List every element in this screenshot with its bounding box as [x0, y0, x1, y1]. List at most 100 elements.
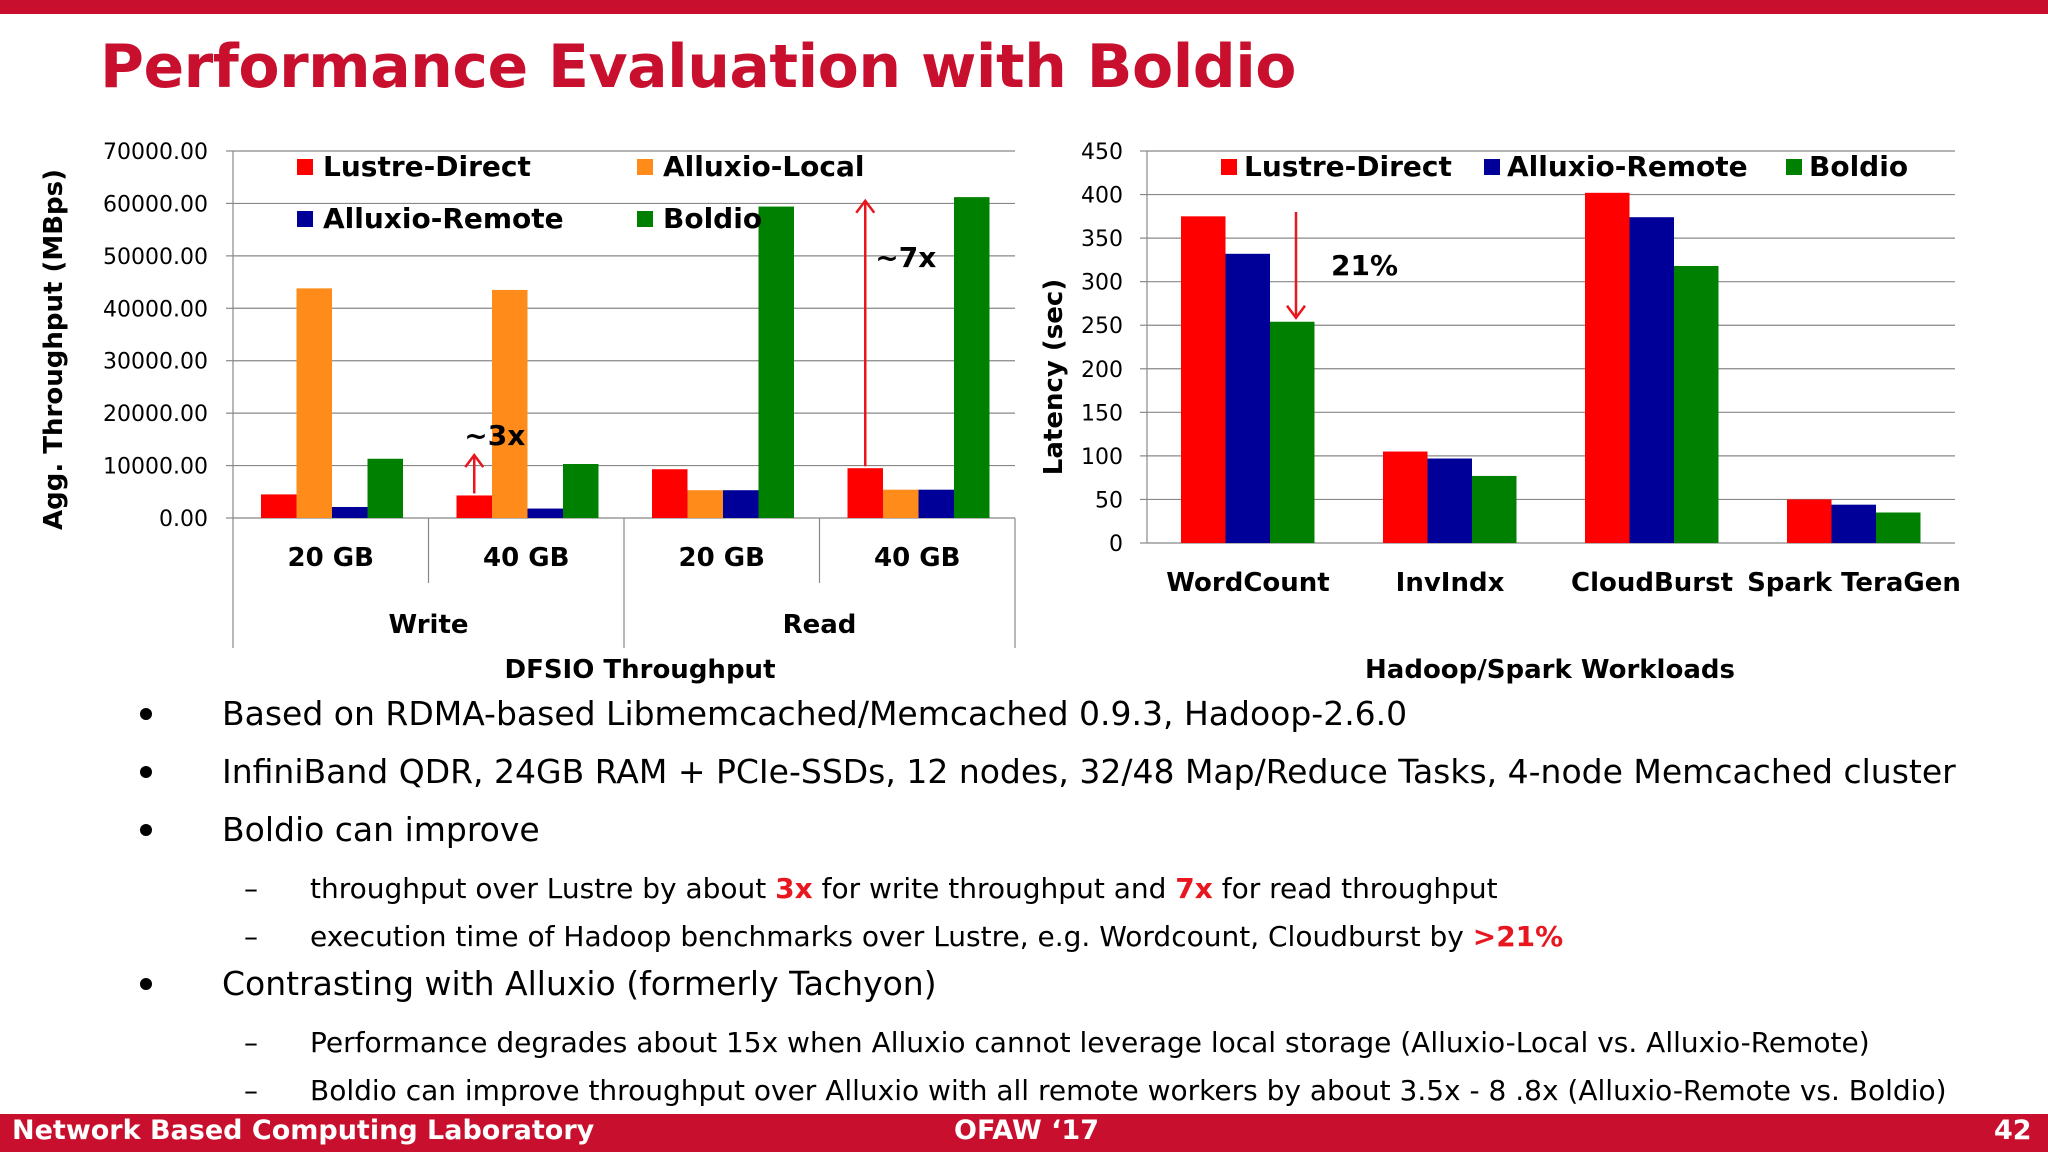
- sub-bullet-text: Performance degrades about 15x when Allu…: [310, 1026, 1870, 1059]
- bar-alluxio-local: [296, 288, 332, 518]
- x-category-label: CloudBurst: [1571, 568, 1733, 598]
- legend-swatch: [297, 211, 313, 227]
- annotation-label: ~3x: [464, 419, 525, 452]
- highlight-3x: 3x: [775, 872, 813, 905]
- bar-alluxio-remote: [1225, 253, 1270, 543]
- y-tick-label: 10000.00: [103, 455, 208, 480]
- legend-swatch: [637, 211, 653, 227]
- x-category-label: 40 GB: [874, 543, 960, 573]
- bar-boldio: [954, 197, 990, 518]
- legend-label: Boldio: [1809, 150, 1908, 183]
- bar-lustre-direct: [1383, 451, 1428, 543]
- legend-label: Alluxio-Remote: [1507, 150, 1748, 183]
- bullet-item: Boldio can improve: [140, 810, 2020, 874]
- sub-bullet-text: throughput over Lustre by about 3x for w…: [310, 872, 1498, 905]
- bar-alluxio-remote: [1831, 504, 1876, 543]
- sub-bullet-item: – execution time of Hadoop benchmarks ov…: [140, 920, 2020, 970]
- y-tick-label: 200: [1081, 358, 1123, 383]
- sub-bullet-text: execution time of Hadoop benchmarks over…: [310, 920, 1564, 953]
- dfsio-throughput-chart: 0.00 10000.00 20000.00 30000.00 40000.00 5000…: [39, 140, 1016, 685]
- sub-bullet-dash: –: [244, 1026, 258, 1059]
- chart-title: DFSIO Throughput: [504, 655, 775, 685]
- y-tick-label: 400: [1081, 184, 1123, 209]
- sub-bullet-dash: –: [244, 872, 258, 905]
- highlight-21pct: >21%: [1472, 920, 1564, 953]
- sub-bullet-text: Boldio can improve throughput over Allux…: [310, 1074, 1947, 1107]
- chart-title: Hadoop/Spark Workloads: [1365, 655, 1735, 685]
- legend-label: Alluxio-Local: [663, 150, 864, 183]
- legend-swatch: [1786, 159, 1802, 175]
- sub-bullet-dash: –: [244, 920, 258, 953]
- bar-lustre-direct: [847, 468, 883, 518]
- bar-boldio: [1270, 321, 1315, 543]
- x-category-label: WordCount: [1166, 568, 1329, 598]
- top-accent-bar: [0, 0, 2048, 14]
- y-tick-label: 60000.00: [103, 192, 208, 217]
- bullet-item: Contrasting with Alluxio (formerly Tachy…: [140, 964, 2020, 1028]
- bullet-text: Boldio can improve: [222, 810, 540, 849]
- legend-label: Lustre-Direct: [1244, 150, 1452, 183]
- bar-alluxio-remote: [1427, 458, 1472, 543]
- x-group-label: Write: [388, 610, 468, 640]
- y-axis-label: Latency (sec): [1039, 279, 1069, 475]
- bullet-dot: [140, 824, 152, 836]
- sub-bullet-item: – Performance degrades about 15x when Al…: [140, 1026, 2020, 1076]
- bar-alluxio-remote: [332, 506, 368, 518]
- bar-lustre-direct: [261, 494, 297, 518]
- bar-alluxio-remote: [1629, 217, 1674, 543]
- annotation-arrowhead: [855, 198, 876, 214]
- x-category-label: InvIndx: [1396, 568, 1505, 598]
- footer-bar: Network Based Computing Laboratory OFAW …: [0, 1114, 2048, 1152]
- y-tick-label: 0.00: [159, 507, 208, 532]
- y-tick-label: 70000.00: [103, 140, 208, 165]
- bar-lustre-direct: [652, 469, 688, 518]
- bar-alluxio-remote: [918, 489, 954, 518]
- bar-lustre-direct: [1585, 192, 1630, 543]
- bar-alluxio-local: [883, 489, 919, 518]
- x-category-label: 20 GB: [679, 543, 765, 573]
- bullet-dot: [140, 708, 152, 720]
- bar-boldio: [563, 463, 599, 518]
- y-tick-label: 250: [1081, 314, 1123, 339]
- bar-alluxio-local: [687, 490, 723, 518]
- x-category-label: Spark TeraGen: [1747, 568, 1961, 598]
- slide-title: Performance Evaluation with Boldio: [100, 32, 1297, 102]
- y-tick-label: 350: [1081, 227, 1123, 252]
- bar-boldio: [367, 458, 403, 518]
- y-tick-label: 300: [1081, 271, 1123, 296]
- bullet-text: Contrasting with Alluxio (formerly Tachy…: [222, 964, 937, 1003]
- y-axis-label: Agg. Throughput (MBps): [39, 169, 69, 530]
- bullet-dot: [140, 978, 152, 990]
- footer-event: OFAW ‘17: [954, 1115, 1099, 1146]
- x-category-label: 40 GB: [483, 543, 569, 573]
- sub-bullet-dash: –: [244, 1074, 258, 1107]
- bullet-text: InfiniBand QDR, 24GB RAM + PCIe-SSDs, 12…: [222, 752, 1956, 791]
- y-tick-label: 450: [1081, 140, 1123, 165]
- y-tick-label: 150: [1081, 401, 1123, 426]
- bar-alluxio-remote: [723, 490, 759, 518]
- y-tick-label: 100: [1081, 445, 1123, 470]
- bar-boldio: [1674, 265, 1719, 543]
- annotation-arrowhead: [464, 453, 485, 468]
- footer-lab-name: Network Based Computing Laboratory: [12, 1115, 595, 1146]
- bar-lustre-direct: [1787, 499, 1832, 543]
- legend-label: Alluxio-Remote: [323, 202, 564, 235]
- annotation-label: 21%: [1331, 249, 1398, 282]
- bar-alluxio-remote: [527, 508, 563, 518]
- y-tick-label: 20000.00: [103, 402, 208, 427]
- bar-lustre-direct: [456, 495, 492, 518]
- x-group-label: Read: [783, 610, 857, 640]
- bar-lustre-direct: [1181, 216, 1226, 543]
- bar-boldio: [758, 206, 794, 518]
- bar-boldio: [1472, 475, 1517, 543]
- hadoop-spark-latency-chart: 0 50 100 150 200 250 300 350 400 450 WordCount InvI…: [1039, 140, 1961, 685]
- annotation-label: ~7x: [875, 241, 936, 274]
- bullet-item: Based on RDMA-based Libmemcached/Memcach…: [140, 694, 2020, 758]
- bullet-text: Based on RDMA-based Libmemcached/Memcach…: [222, 694, 1408, 733]
- annotation-arrowhead: [1286, 304, 1306, 320]
- y-tick-label: 50: [1095, 488, 1123, 513]
- legend-swatch: [637, 159, 653, 175]
- legend-label: Lustre-Direct: [323, 150, 531, 183]
- y-tick-label: 40000.00: [103, 297, 208, 322]
- legend-swatch: [297, 159, 313, 175]
